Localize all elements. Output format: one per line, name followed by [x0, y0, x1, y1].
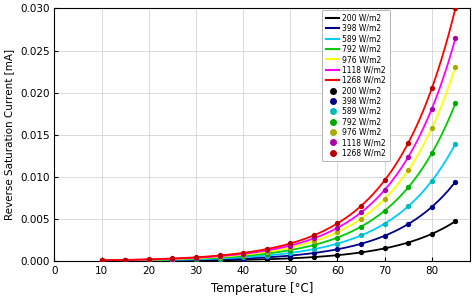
Legend: 200 W/m2, 398 W/m2, 589 W/m2, 792 W/m2, 976 W/m2, 1118 W/m2, 1268 W/m2, 200 W/m2: 200 W/m2, 398 W/m2, 589 W/m2, 792 W/m2, … — [322, 10, 390, 161]
X-axis label: Temperature [°C]: Temperature [°C] — [211, 282, 313, 295]
Y-axis label: Reverse Saturation Current [mA]: Reverse Saturation Current [mA] — [4, 49, 14, 220]
